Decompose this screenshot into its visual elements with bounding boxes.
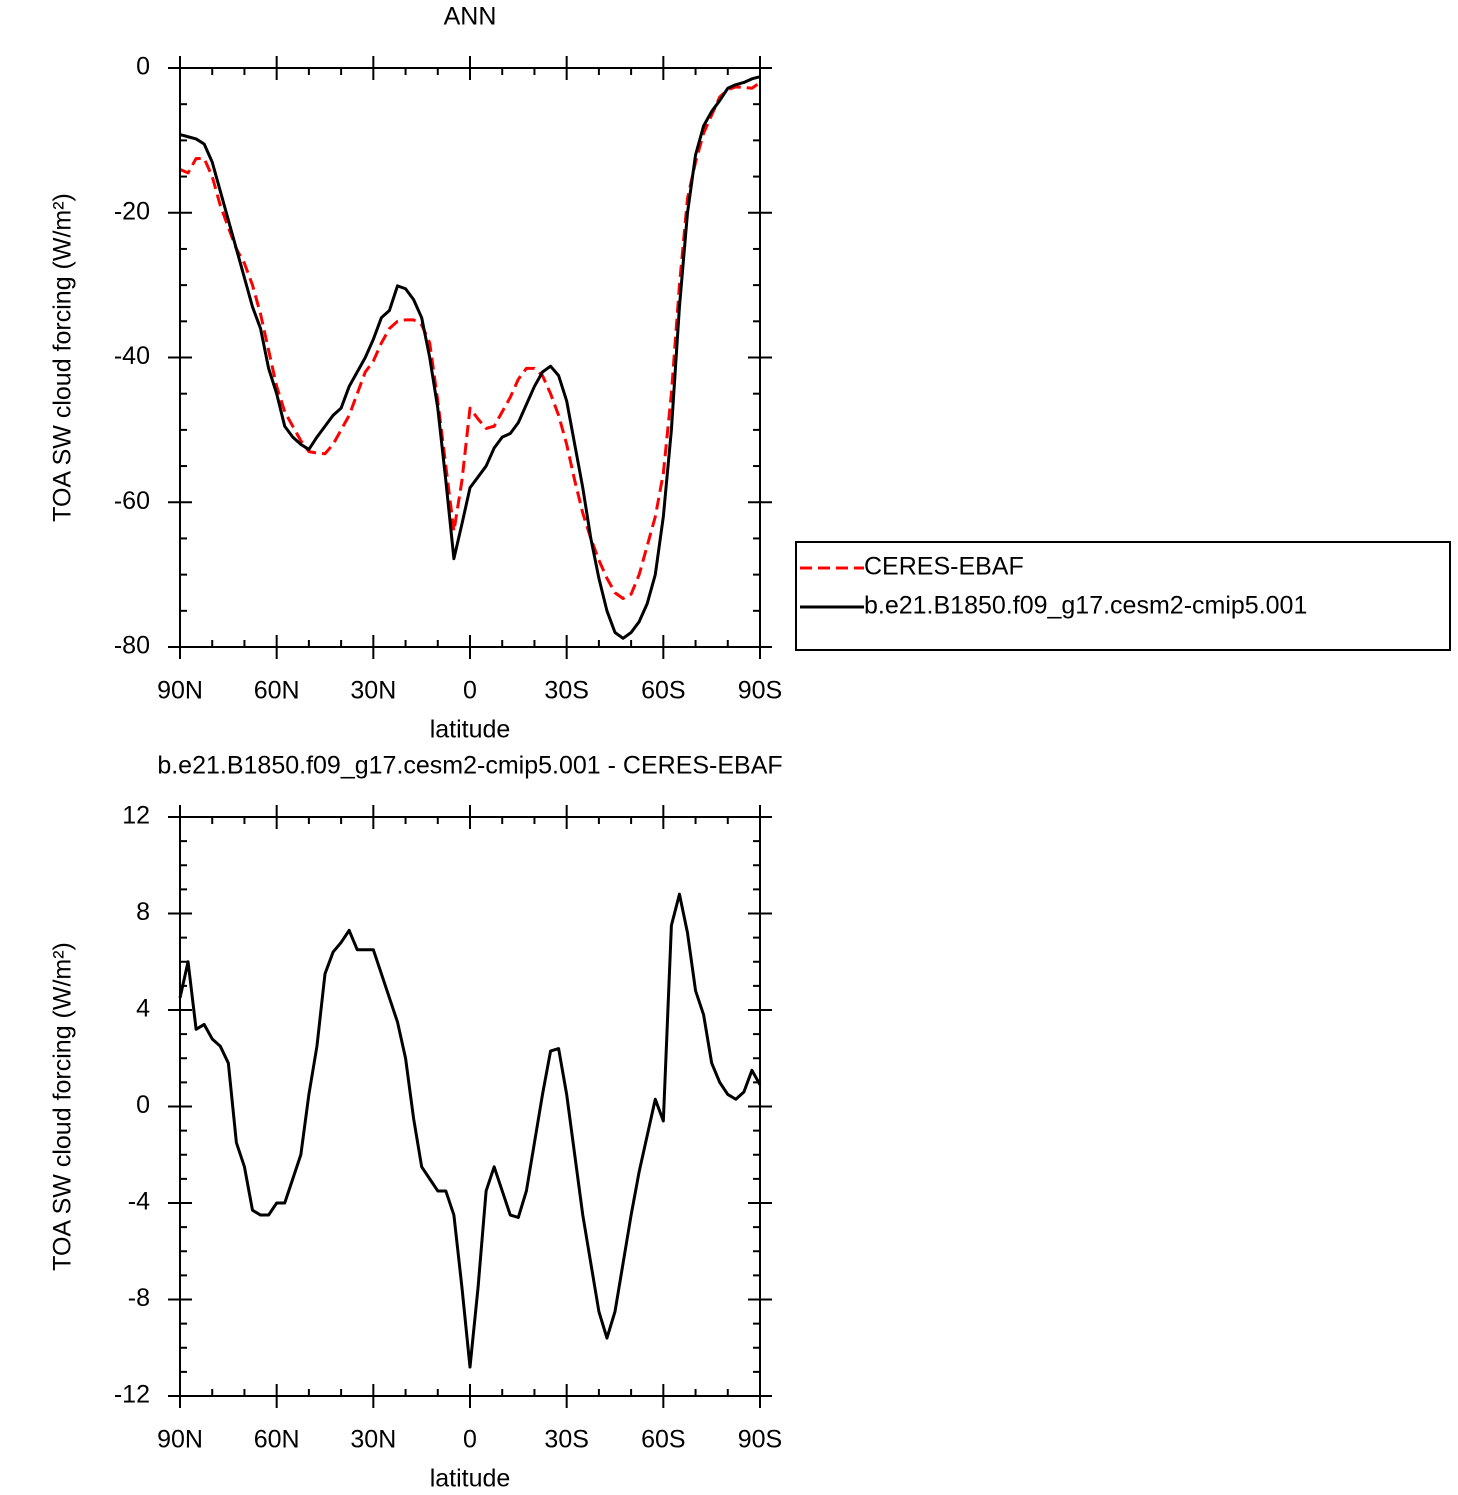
x-tick-label: 90N bbox=[157, 677, 203, 705]
y-tick-label: -8 bbox=[128, 1284, 150, 1312]
plot-frame bbox=[179, 67, 761, 648]
y-tick-label: -60 bbox=[114, 487, 150, 515]
x-tick-label: 60N bbox=[254, 677, 300, 705]
y-tick-label: -4 bbox=[128, 1188, 150, 1216]
x-tick-label: 60S bbox=[641, 1426, 685, 1454]
legend-label: b.e21.B1850.f09_g17.cesm2-cmip5.001 bbox=[864, 592, 1307, 620]
x-tick-label: 30N bbox=[350, 1426, 396, 1454]
y-tick-label: 4 bbox=[136, 995, 150, 1023]
chart-title: b.e21.B1850.f09_g17.cesm2-cmip5.001 - CE… bbox=[157, 752, 782, 780]
x-tick-label: 30S bbox=[544, 1426, 588, 1454]
y-tick-label: 8 bbox=[136, 898, 150, 926]
legend-box bbox=[795, 541, 1451, 651]
x-tick-label: 90S bbox=[738, 677, 782, 705]
x-tick-label: 0 bbox=[463, 1426, 477, 1454]
y-axis-label: TOA SW cloud forcing (W/m²) bbox=[49, 942, 77, 1271]
y-tick-label: 12 bbox=[122, 802, 150, 830]
x-axis-label: latitude bbox=[430, 716, 511, 744]
x-tick-label: 90N bbox=[157, 1426, 203, 1454]
legend-label: CERES-EBAF bbox=[864, 553, 1024, 581]
y-tick-label: 0 bbox=[136, 1091, 150, 1119]
x-tick-label: 90S bbox=[738, 1426, 782, 1454]
x-tick-label: 60N bbox=[254, 1426, 300, 1454]
x-tick-label: 30S bbox=[544, 677, 588, 705]
x-tick-label: 30N bbox=[350, 677, 396, 705]
x-axis-label: latitude bbox=[430, 1465, 511, 1493]
x-tick-label: 60S bbox=[641, 677, 685, 705]
y-axis-label: TOA SW cloud forcing (W/m²) bbox=[49, 193, 77, 522]
line-series bbox=[178, 892, 762, 1369]
y-tick-label: -12 bbox=[114, 1381, 150, 1409]
line-series bbox=[179, 81, 761, 601]
line-series bbox=[179, 75, 761, 640]
y-tick-label: -80 bbox=[114, 632, 150, 660]
x-tick-label: 0 bbox=[463, 677, 477, 705]
chart-title: ANN bbox=[444, 3, 497, 31]
y-tick-label: -20 bbox=[114, 197, 150, 225]
y-tick-label: -40 bbox=[114, 342, 150, 370]
y-tick-label: 0 bbox=[136, 53, 150, 81]
plot-frame bbox=[179, 816, 761, 1397]
